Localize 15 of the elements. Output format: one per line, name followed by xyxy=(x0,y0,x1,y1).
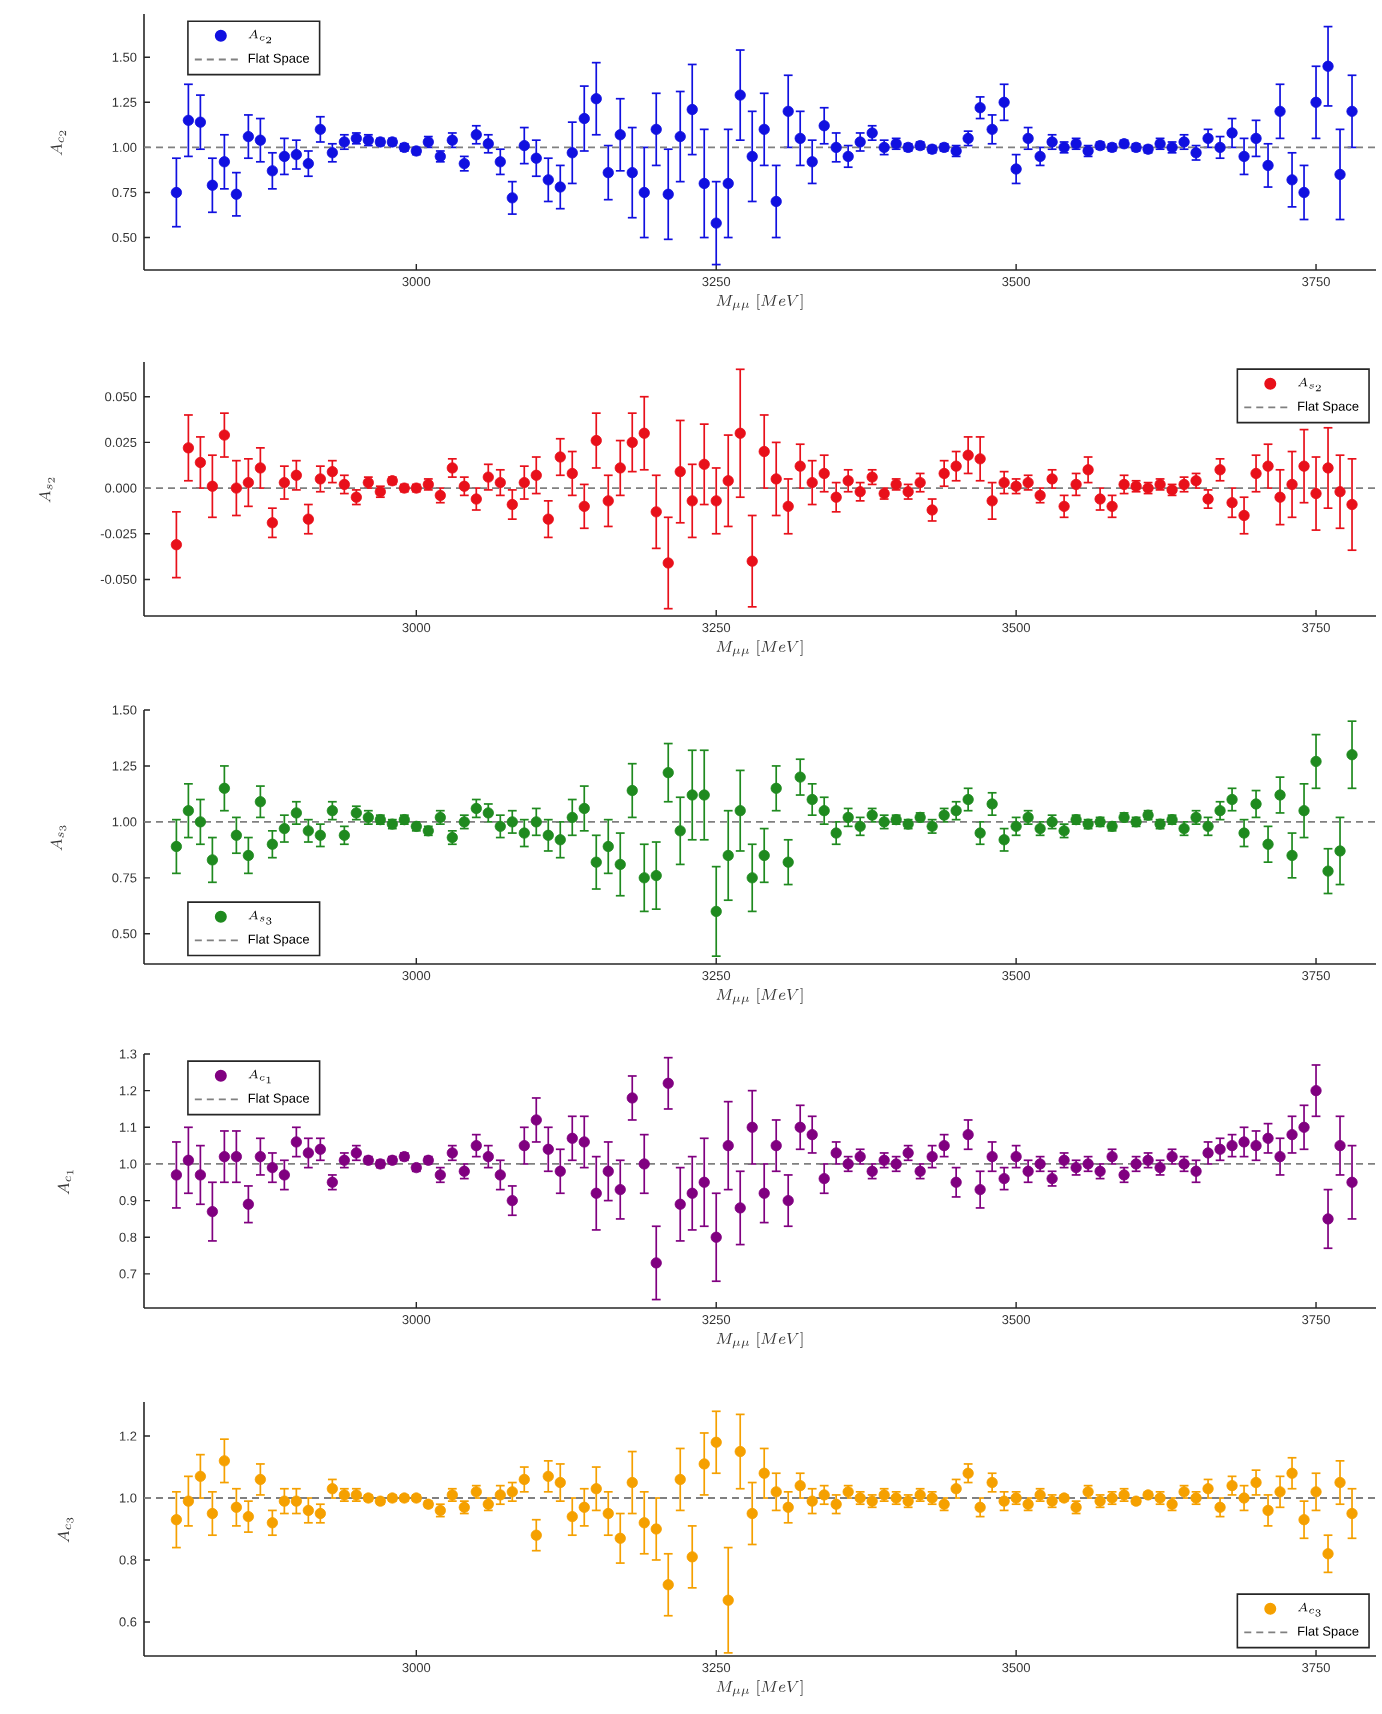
x-axis-title: $M_{\mu\mu}\ [MeV]$ xyxy=(716,987,803,1005)
y-axis-title: $A_{c_2}$ xyxy=(50,130,67,156)
legend-label: $A_{c_2}$ xyxy=(248,29,272,44)
x-axis-title: $M_{\mu\mu}\ [MeV]$ xyxy=(716,1331,803,1349)
legend-label: $A_{c_3}$ xyxy=(1298,1602,1321,1617)
x-axis-title: $M_{\mu\mu}\ [MeV]$ xyxy=(716,1679,803,1697)
legend-label: $A_{s_2}$ xyxy=(1298,377,1321,392)
y-axis-title: $A_{s_3}$ xyxy=(50,825,67,851)
legend-label: $A_{s_3}$ xyxy=(248,910,272,925)
y-axis-title: $A_{c_3}$ xyxy=(57,1517,74,1543)
legend-label: $A_{c_1}$ xyxy=(248,1069,271,1084)
x-axis-title: $M_{\mu\mu}\ [MeV]$ xyxy=(716,293,803,311)
y-axis-title: $A_{s_2}$ xyxy=(38,477,55,503)
x-axis-title: $M_{\mu\mu}\ [MeV]$ xyxy=(716,639,803,657)
y-axis-title: $A_{c_1}$ xyxy=(57,1170,74,1195)
